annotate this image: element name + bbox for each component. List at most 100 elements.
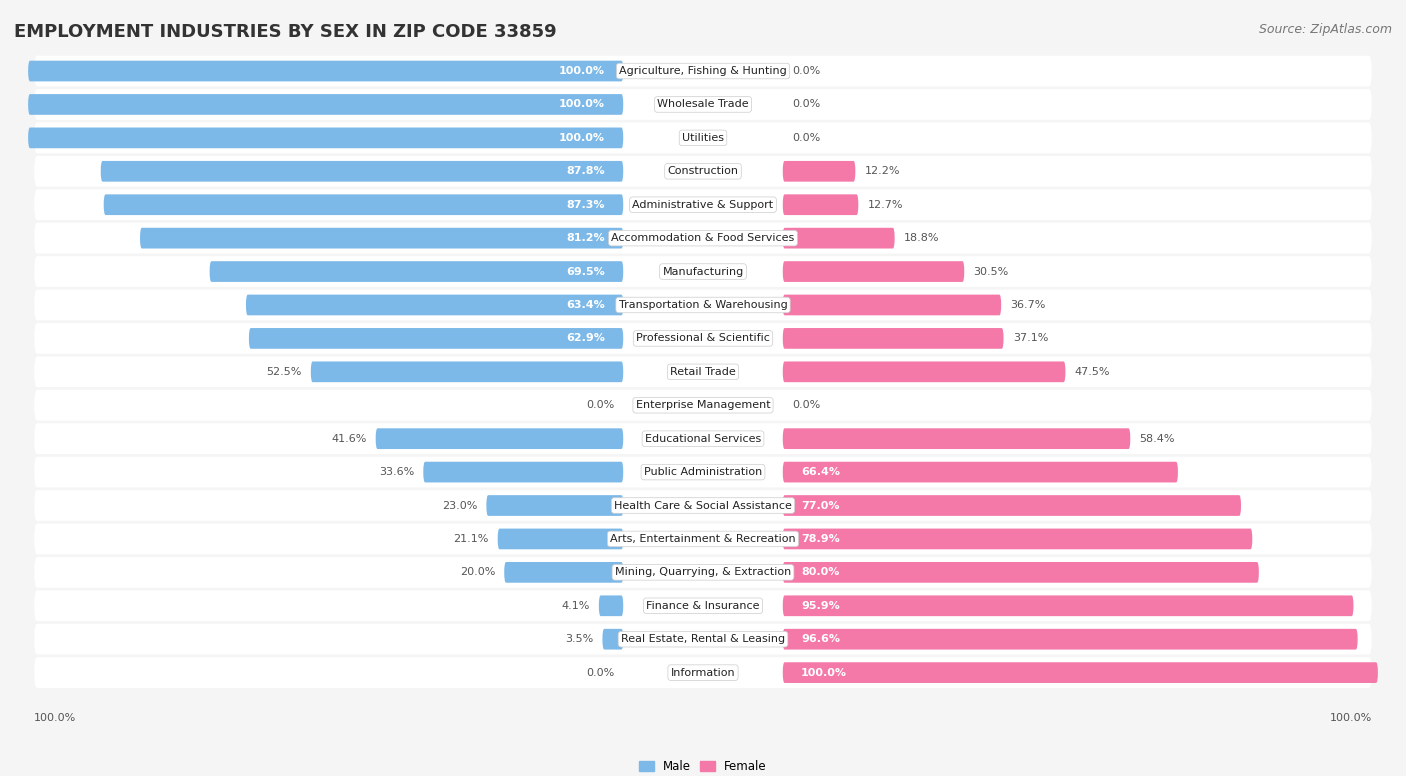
FancyBboxPatch shape	[311, 362, 623, 383]
FancyBboxPatch shape	[783, 662, 1378, 683]
Text: 63.4%: 63.4%	[567, 300, 605, 310]
Text: 95.9%: 95.9%	[801, 601, 839, 611]
FancyBboxPatch shape	[783, 295, 1001, 315]
FancyBboxPatch shape	[783, 562, 1258, 583]
Text: Public Administration: Public Administration	[644, 467, 762, 477]
FancyBboxPatch shape	[34, 156, 1372, 187]
Text: 3.5%: 3.5%	[565, 634, 593, 644]
Text: Agriculture, Fishing & Hunting: Agriculture, Fishing & Hunting	[619, 66, 787, 76]
Text: Real Estate, Rental & Leasing: Real Estate, Rental & Leasing	[621, 634, 785, 644]
Text: 18.8%: 18.8%	[904, 233, 939, 243]
Text: 12.7%: 12.7%	[868, 199, 903, 210]
FancyBboxPatch shape	[34, 356, 1372, 387]
Text: 81.2%: 81.2%	[567, 233, 605, 243]
FancyBboxPatch shape	[34, 223, 1372, 254]
Text: 77.0%: 77.0%	[801, 501, 839, 511]
FancyBboxPatch shape	[34, 289, 1372, 320]
Text: EMPLOYMENT INDUSTRIES BY SEX IN ZIP CODE 33859: EMPLOYMENT INDUSTRIES BY SEX IN ZIP CODE…	[14, 23, 557, 41]
FancyBboxPatch shape	[783, 495, 1241, 516]
FancyBboxPatch shape	[783, 629, 1358, 650]
Text: 100.0%: 100.0%	[34, 712, 76, 722]
FancyBboxPatch shape	[28, 61, 623, 81]
Text: 0.0%: 0.0%	[586, 667, 614, 677]
Text: 0.0%: 0.0%	[586, 400, 614, 411]
Text: 47.5%: 47.5%	[1074, 367, 1111, 377]
FancyBboxPatch shape	[783, 528, 1253, 549]
Text: 23.0%: 23.0%	[441, 501, 477, 511]
Text: Manufacturing: Manufacturing	[662, 267, 744, 276]
Text: Information: Information	[671, 667, 735, 677]
FancyBboxPatch shape	[34, 56, 1372, 86]
FancyBboxPatch shape	[34, 390, 1372, 421]
FancyBboxPatch shape	[34, 624, 1372, 655]
Text: 96.6%: 96.6%	[801, 634, 841, 644]
FancyBboxPatch shape	[783, 428, 1130, 449]
FancyBboxPatch shape	[249, 328, 623, 348]
FancyBboxPatch shape	[246, 295, 623, 315]
FancyBboxPatch shape	[783, 328, 1004, 348]
Text: 21.1%: 21.1%	[453, 534, 488, 544]
FancyBboxPatch shape	[599, 595, 623, 616]
Text: 30.5%: 30.5%	[973, 267, 1008, 276]
FancyBboxPatch shape	[783, 194, 858, 215]
Text: 100.0%: 100.0%	[558, 133, 605, 143]
Text: Enterprise Management: Enterprise Management	[636, 400, 770, 411]
Text: Arts, Entertainment & Recreation: Arts, Entertainment & Recreation	[610, 534, 796, 544]
Text: 20.0%: 20.0%	[460, 567, 495, 577]
Text: 100.0%: 100.0%	[1330, 712, 1372, 722]
Text: Mining, Quarrying, & Extraction: Mining, Quarrying, & Extraction	[614, 567, 792, 577]
FancyBboxPatch shape	[486, 495, 623, 516]
FancyBboxPatch shape	[34, 423, 1372, 454]
Text: 69.5%: 69.5%	[567, 267, 605, 276]
Text: 0.0%: 0.0%	[792, 99, 820, 109]
FancyBboxPatch shape	[101, 161, 623, 182]
Text: Administrative & Support: Administrative & Support	[633, 199, 773, 210]
Text: Construction: Construction	[668, 166, 738, 176]
FancyBboxPatch shape	[783, 262, 965, 282]
Text: 78.9%: 78.9%	[801, 534, 839, 544]
Text: 87.3%: 87.3%	[567, 199, 605, 210]
Text: Educational Services: Educational Services	[645, 434, 761, 444]
Text: Transportation & Warehousing: Transportation & Warehousing	[619, 300, 787, 310]
FancyBboxPatch shape	[34, 524, 1372, 554]
Text: 80.0%: 80.0%	[801, 567, 839, 577]
FancyBboxPatch shape	[34, 323, 1372, 354]
FancyBboxPatch shape	[423, 462, 623, 483]
Text: 87.8%: 87.8%	[567, 166, 605, 176]
Text: Health Care & Social Assistance: Health Care & Social Assistance	[614, 501, 792, 511]
Text: Retail Trade: Retail Trade	[671, 367, 735, 377]
Text: 4.1%: 4.1%	[561, 601, 589, 611]
FancyBboxPatch shape	[141, 228, 623, 248]
Text: 33.6%: 33.6%	[378, 467, 415, 477]
FancyBboxPatch shape	[34, 89, 1372, 120]
FancyBboxPatch shape	[375, 428, 623, 449]
FancyBboxPatch shape	[602, 629, 623, 650]
Text: 0.0%: 0.0%	[792, 400, 820, 411]
Text: 0.0%: 0.0%	[792, 66, 820, 76]
Text: 36.7%: 36.7%	[1011, 300, 1046, 310]
Text: Finance & Insurance: Finance & Insurance	[647, 601, 759, 611]
Text: 100.0%: 100.0%	[558, 99, 605, 109]
FancyBboxPatch shape	[34, 123, 1372, 153]
Text: 41.6%: 41.6%	[330, 434, 367, 444]
FancyBboxPatch shape	[498, 528, 623, 549]
FancyBboxPatch shape	[34, 490, 1372, 521]
FancyBboxPatch shape	[34, 256, 1372, 287]
Text: 12.2%: 12.2%	[865, 166, 900, 176]
Text: 62.9%: 62.9%	[567, 334, 605, 344]
FancyBboxPatch shape	[783, 462, 1178, 483]
FancyBboxPatch shape	[104, 194, 623, 215]
Text: 52.5%: 52.5%	[266, 367, 302, 377]
FancyBboxPatch shape	[34, 557, 1372, 587]
FancyBboxPatch shape	[34, 189, 1372, 220]
Text: Wholesale Trade: Wholesale Trade	[657, 99, 749, 109]
Text: Professional & Scientific: Professional & Scientific	[636, 334, 770, 344]
Legend: Male, Female: Male, Female	[634, 755, 772, 776]
FancyBboxPatch shape	[783, 161, 855, 182]
FancyBboxPatch shape	[28, 94, 623, 115]
FancyBboxPatch shape	[34, 591, 1372, 621]
FancyBboxPatch shape	[783, 595, 1354, 616]
Text: 58.4%: 58.4%	[1139, 434, 1175, 444]
Text: 66.4%: 66.4%	[801, 467, 841, 477]
FancyBboxPatch shape	[34, 657, 1372, 688]
